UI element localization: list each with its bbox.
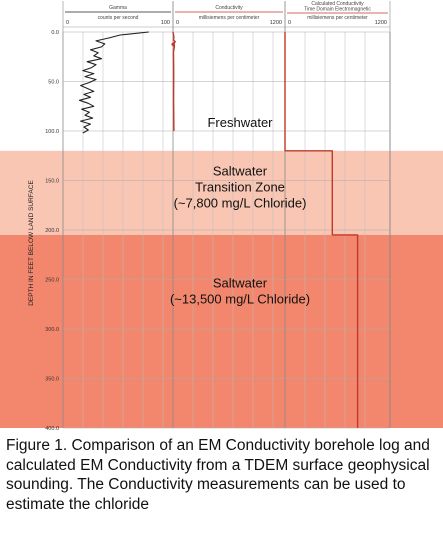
y-tick-label: 100.0 [45,129,59,135]
track-title: Time Domain Electromagnetic [304,7,371,13]
zone-band-freshwater [63,32,390,151]
grid-lines [62,31,391,429]
zone-label: Saltwater [213,164,268,179]
track-units: counts per second [98,15,139,21]
zone-bands [0,32,443,428]
track-units: millisiemens per centimeter [307,15,368,21]
track-title: Conductivity [215,5,243,11]
y-tick-label: 0.0 [51,30,59,36]
conductivity-marker [171,43,175,47]
zone-label: (~7,800 mg/L Chloride) [174,196,307,211]
y-tick-label: 200.0 [45,228,59,234]
zone-label: Transition Zone [195,180,285,195]
y-axis-label: DEPTH IN FEET BELOW LAND SURFACE [28,180,35,306]
track-units: millisiemens per centimeter [199,15,260,21]
track-title: Calculated Conductivity [311,1,364,7]
x-tick-label: 100 [161,20,170,26]
zone-band-saltwater [0,234,443,428]
zone-label: Saltwater [213,275,268,290]
y-tick-label: 150.0 [45,179,59,185]
x-tick-label: 0 [288,20,291,26]
y-axis: DEPTH IN FEET BELOW LAND SURFACE 0.0 50.0… [28,30,59,432]
y-tick-label: 400.0 [45,426,59,432]
x-tick-label: 0 [176,20,179,26]
series-line-track-3 [284,32,359,428]
zone-label: Freshwater [207,115,273,130]
y-tick-label: 350.0 [45,377,59,383]
x-tick-label: 0 [66,20,69,26]
y-tick-label: 250.0 [45,278,59,284]
y-tick-label: 300.0 [45,327,59,333]
track-title: Gamma [109,5,127,11]
figure-caption: Figure 1. Comparison of an EM Conductivi… [6,437,430,513]
series-line-track-1 [78,31,149,134]
zone-band-transition [0,150,443,235]
zone-label: (~13,500 mg/L Chloride) [170,291,310,306]
y-tick-label: 50.0 [48,80,59,86]
data-series [78,31,359,428]
x-tick-label: 1200 [375,20,387,26]
x-tick-label: 1200 [270,20,282,26]
